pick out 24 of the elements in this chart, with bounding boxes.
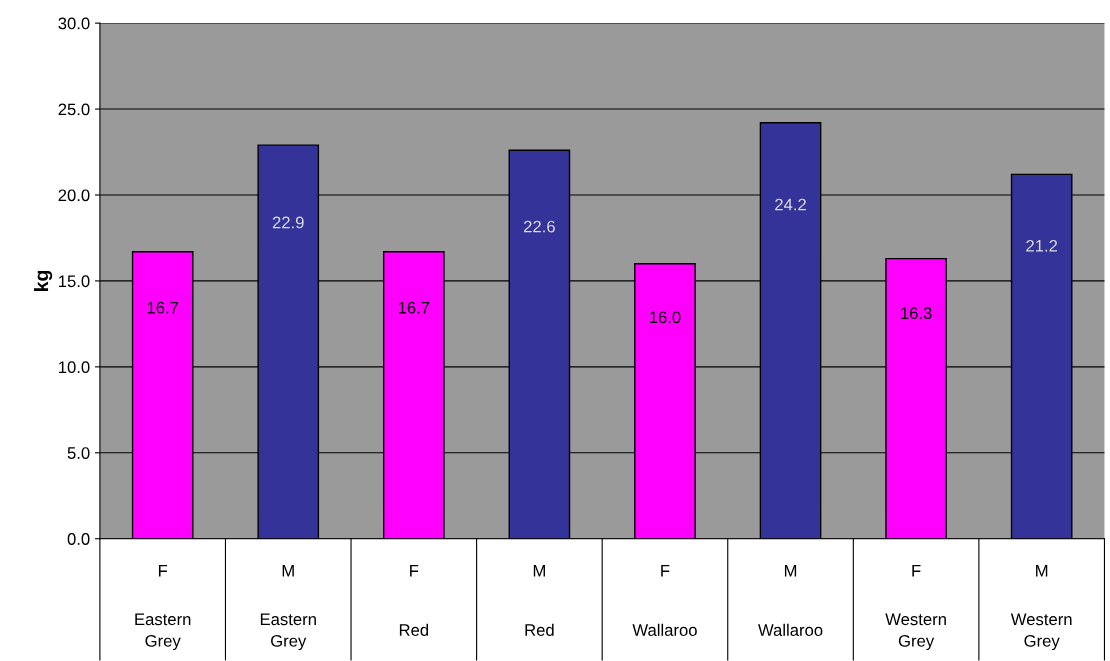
data-label: 16.7 <box>147 301 179 314</box>
data-label: 16.0 <box>650 311 681 324</box>
data-label: 21.2 <box>1026 239 1058 252</box>
category-label: F Wallaroo <box>632 565 697 636</box>
y-tick-label: 30.0 <box>58 17 90 30</box>
category-label: M Wallaroo <box>758 565 823 636</box>
data-label: 16.7 <box>398 301 430 314</box>
category-label: M Eastern Grey <box>260 565 316 651</box>
y-tick-label: 10.0 <box>59 361 90 374</box>
data-label: 16.3 <box>901 307 932 320</box>
y-tick-label: 25.0 <box>58 103 90 116</box>
y-axis-title: kg <box>33 270 53 291</box>
data-label: 22.6 <box>524 220 555 233</box>
category-label: F Western Grey <box>885 565 946 651</box>
category-label: M Red <box>525 565 554 636</box>
category-label: M Western Grey <box>1010 565 1072 651</box>
category-label: F Eastern Grey <box>135 565 191 651</box>
y-tick-label: 20.0 <box>58 189 90 202</box>
category-label: F Red <box>399 565 429 636</box>
data-label: 22.9 <box>272 216 304 229</box>
y-tick-label: 15.0 <box>59 275 90 288</box>
y-tick-label: 5.0 <box>67 447 90 459</box>
data-label: 24.2 <box>775 198 806 211</box>
y-tick-label: 0.0 <box>67 533 90 545</box>
